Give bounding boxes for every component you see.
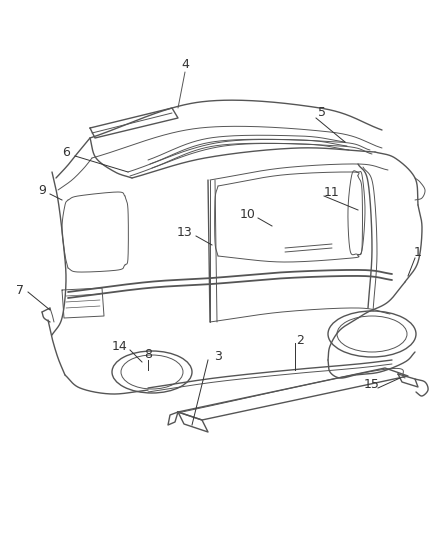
Text: 8: 8 [144,349,152,361]
Text: 7: 7 [16,284,24,296]
Text: 14: 14 [112,341,128,353]
Text: 6: 6 [62,147,70,159]
Text: 11: 11 [324,187,340,199]
Text: 10: 10 [240,208,256,222]
Text: 2: 2 [296,334,304,346]
Text: 9: 9 [38,183,46,197]
Text: 15: 15 [364,378,380,392]
Text: 4: 4 [181,59,189,71]
Text: 3: 3 [214,350,222,362]
Text: 5: 5 [318,106,326,118]
Text: 1: 1 [414,246,422,259]
Text: 13: 13 [177,225,193,238]
